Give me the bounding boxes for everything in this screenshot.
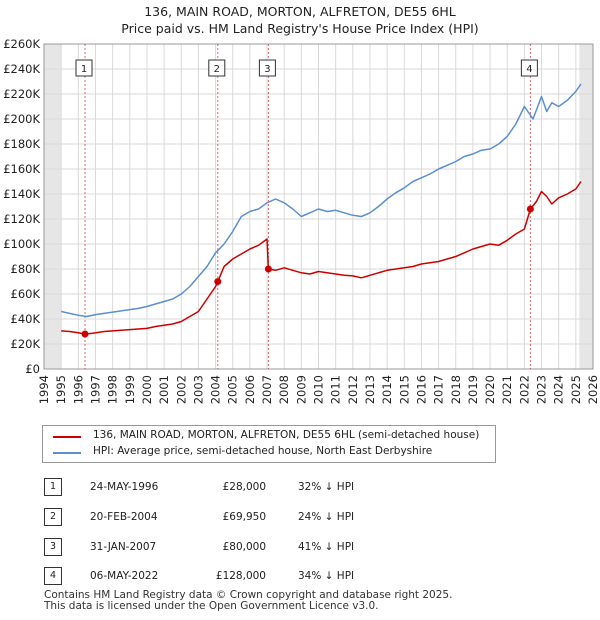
sale-price: £128,000 (215, 570, 266, 582)
x-tick-label: 2004 (209, 375, 223, 404)
legend-label-hpi: HPI: Average price, semi-detached house,… (93, 445, 433, 457)
price-chart: £0 £20K £40K £60K £80K £100K £120K £140K £160K £1… (3, 37, 600, 404)
sale-label: 4 (526, 64, 532, 75)
sale-hpi-diff: 24% ↓ HPI (298, 511, 355, 523)
x-tick-label: 2015 (397, 375, 411, 404)
x-tick-label: 2024 (552, 375, 566, 404)
y-tick-label: £160K (3, 162, 40, 176)
y-tick-label: £40K (11, 312, 41, 326)
x-tick-label: 2020 (483, 375, 497, 404)
sale-row: 1 24-MAY-1996 £28,000 32% ↓ HPI (0, 478, 600, 498)
sale-price: £28,000 (222, 481, 266, 493)
sale-date: 20-FEB-2004 (90, 511, 158, 523)
x-tick-label: 2010 (312, 375, 326, 404)
legend-swatch-property (53, 436, 81, 438)
sale-row: 2 20-FEB-2004 £69,950 24% ↓ HPI (0, 508, 600, 528)
sale-label: 3 (264, 64, 270, 75)
footer-line-2: This data is licensed under the Open Gov… (44, 600, 379, 612)
footer-note: Contains HM Land Registry data © Crown c… (44, 590, 452, 612)
x-tick-label: 2009 (294, 375, 308, 404)
x-tick-label: 2017 (432, 375, 446, 404)
sale-row: 4 06-MAY-2022 £128,000 34% ↓ HPI (0, 567, 600, 587)
footer-line-1: Contains HM Land Registry data © Crown c… (44, 589, 453, 601)
sale-number-badge: 1 (44, 478, 62, 496)
y-tick-label: £220K (3, 87, 40, 101)
x-tick-label: 1999 (123, 375, 137, 404)
sale-number-badge: 4 (44, 567, 62, 585)
y-tick-label: £120K (3, 212, 40, 226)
sale-date: 24-MAY-1996 (90, 481, 159, 493)
x-tick-label: 2026 (586, 375, 600, 404)
sale-label-box (258, 59, 276, 77)
x-tick-label: 1995 (54, 375, 68, 404)
series-line-property (61, 181, 582, 335)
y-tick-label: £100K (3, 237, 40, 251)
legend-label-property: 136, MAIN ROAD, MORTON, ALFRETON, DE55 6… (93, 429, 480, 441)
sale-label-box (208, 59, 226, 77)
y-tick-label: £20K (11, 337, 41, 351)
plot-frame (43, 43, 594, 370)
sale-point (526, 205, 534, 213)
y-tick-label: £180K (3, 137, 40, 151)
x-tick-label: 2021 (500, 375, 514, 404)
x-tick-label: 2016 (414, 375, 428, 404)
x-tick-label: 2007 (260, 375, 274, 404)
chart-legend: 136, MAIN ROAD, MORTON, ALFRETON, DE55 6… (42, 425, 496, 463)
sale-date: 31-JAN-2007 (90, 541, 157, 553)
x-tick-label: 1998 (106, 375, 120, 404)
shaded-region (579, 44, 593, 369)
x-tick-label: 2023 (535, 375, 549, 404)
x-tick-label: 2003 (191, 375, 205, 404)
sale-hpi-diff: 41% ↓ HPI (298, 541, 355, 553)
x-tick-label: 2000 (140, 375, 154, 404)
sale-price: £80,000 (222, 541, 266, 553)
shaded-region (44, 44, 62, 369)
x-tick-label: 2022 (517, 375, 531, 404)
series-line-hpi (61, 83, 582, 318)
chart-title: 136, MAIN ROAD, MORTON, ALFRETON, DE55 6… (144, 4, 456, 19)
x-tick-label: 2012 (346, 375, 360, 404)
chart-subtitle: Price paid vs. HM Land Registry's House … (121, 21, 479, 36)
x-tick-label: 1996 (71, 375, 85, 404)
sale-number-badge: 2 (44, 508, 62, 526)
sale-number-badge: 3 (44, 538, 62, 556)
y-tick-label: £200K (3, 112, 40, 126)
x-tick-label: 2018 (449, 375, 463, 404)
y-tick-label: £0 (25, 362, 40, 376)
sale-date: 06-MAY-2022 (90, 570, 159, 582)
x-tick-label: 1997 (88, 375, 102, 404)
x-tick-label: 2011 (329, 375, 343, 404)
x-tick-label: 2014 (380, 375, 394, 404)
x-tick-label: 2001 (157, 375, 171, 404)
sale-label-box (520, 59, 538, 77)
sale-hpi-diff: 34% ↓ HPI (298, 570, 355, 582)
legend-swatch-hpi (53, 452, 81, 454)
sale-point (81, 330, 89, 338)
sale-point (214, 278, 222, 286)
sale-hpi-diff: 32% ↓ HPI (298, 481, 355, 493)
sale-row: 3 31-JAN-2007 £80,000 41% ↓ HPI (0, 538, 600, 558)
y-tick-label: £140K (3, 187, 40, 201)
y-tick-label: £80K (11, 262, 41, 276)
x-tick-label: 2006 (243, 375, 257, 404)
sale-label: 2 (214, 64, 220, 75)
y-tick-label: £240K (3, 62, 40, 76)
x-tick-label: 2008 (277, 375, 291, 404)
x-tick-label: 2005 (226, 375, 240, 404)
y-tick-label: £60K (11, 287, 41, 301)
sale-point (264, 265, 272, 273)
x-tick-label: 2013 (363, 375, 377, 404)
x-tick-label: 2019 (466, 375, 480, 404)
sale-label: 1 (81, 64, 87, 75)
sale-price: £69,950 (222, 511, 266, 523)
sale-label-box (75, 59, 93, 77)
x-tick-label: 1994 (37, 375, 51, 404)
y-tick-label: £260K (3, 37, 40, 51)
x-tick-label: 2025 (569, 375, 583, 404)
x-tick-label: 2002 (174, 375, 188, 404)
